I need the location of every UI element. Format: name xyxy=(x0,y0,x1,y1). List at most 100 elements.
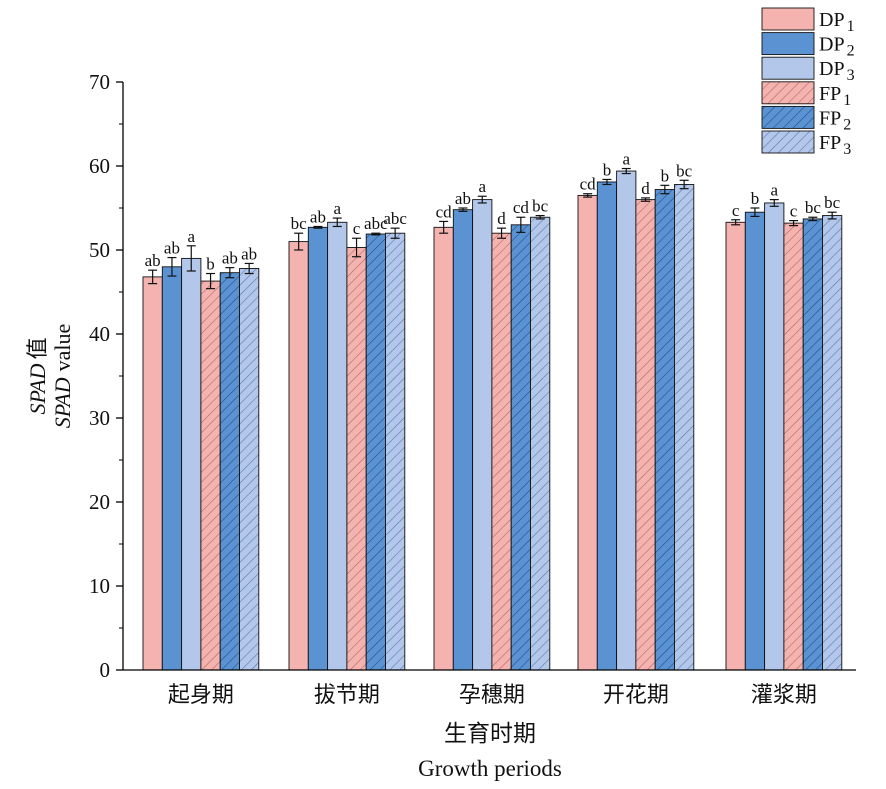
significance-label: bc xyxy=(291,214,308,233)
significance-label: bc xyxy=(532,197,549,216)
significance-label: a xyxy=(478,177,486,196)
significance-label: cd xyxy=(580,175,597,194)
error-bar xyxy=(535,214,545,220)
x-tick-label: 灌浆期 xyxy=(751,682,817,707)
significance-label: d xyxy=(641,179,650,198)
legend-swatch xyxy=(761,32,815,56)
legend-label: DP 3 xyxy=(819,58,855,84)
significance-label: ab xyxy=(164,239,180,258)
bar-dp2-4 xyxy=(596,181,618,671)
y-tick-label: 70 xyxy=(89,70,110,94)
bar-fp2-5 xyxy=(802,218,823,671)
bar-dp1-2 xyxy=(288,241,309,671)
error-bar xyxy=(477,195,487,204)
significance-label: bc xyxy=(805,198,822,217)
legend-item: FP 2 xyxy=(761,105,851,133)
y-axis-title-cn: SPAD值 xyxy=(25,338,50,415)
error-bar xyxy=(244,262,254,275)
legend-swatch xyxy=(761,130,815,154)
bar-fp1-2 xyxy=(346,247,367,671)
significance-label: b xyxy=(603,160,612,179)
significance-label: ab xyxy=(222,249,238,268)
bars-layer xyxy=(142,170,843,671)
error-bar xyxy=(621,167,631,175)
significance-label: ab xyxy=(310,207,326,226)
bar-dp1-3 xyxy=(433,226,454,671)
y-ticks: 0 10 20 30 40 50 60 70 xyxy=(89,70,123,682)
error-bar xyxy=(602,178,612,186)
legend-swatch xyxy=(761,105,815,129)
significance-label: d xyxy=(497,209,506,228)
bar-fp3-3 xyxy=(530,216,551,671)
error-bars-layer xyxy=(148,167,837,290)
error-bar xyxy=(371,232,381,236)
legend-label: FP 1 xyxy=(819,83,851,109)
legend-label: FP 2 xyxy=(819,107,851,133)
significance-label: bc xyxy=(676,161,693,180)
y-tick-label: 0 xyxy=(100,658,111,682)
y-tick-label: 30 xyxy=(89,406,110,430)
bar-dp3-1 xyxy=(181,257,202,671)
bar-fp1-4 xyxy=(635,199,656,671)
legend-item: FP 3 xyxy=(761,130,851,158)
significance-label: c xyxy=(732,201,740,220)
bar-dp3-3 xyxy=(472,199,493,671)
legend-swatch xyxy=(761,7,815,31)
significance-label: a xyxy=(333,199,341,218)
y-tick-label: 20 xyxy=(89,490,110,514)
y-tick-label: 50 xyxy=(89,238,110,262)
bar-fp2-3 xyxy=(510,224,531,671)
error-bar xyxy=(497,227,507,239)
legend-swatch xyxy=(761,56,815,80)
legend-item: DP 3 xyxy=(761,56,855,84)
error-bar xyxy=(225,267,235,279)
significance-label: cd xyxy=(513,198,530,217)
significance-label: ab xyxy=(241,244,257,263)
legend-label: DP 1 xyxy=(819,9,855,35)
error-bar xyxy=(294,232,304,251)
bar-fp1-3 xyxy=(491,232,512,671)
significance-label: abc xyxy=(383,209,407,228)
legend-item: DP 2 xyxy=(761,32,855,60)
error-bar xyxy=(332,217,342,228)
significance-label: a xyxy=(622,150,630,169)
bar-fp1-5 xyxy=(783,222,804,671)
significance-label: a xyxy=(187,227,195,246)
significance-label: ab xyxy=(455,189,471,208)
legend-label: FP 3 xyxy=(819,132,851,158)
bar-fp1-1 xyxy=(200,280,221,671)
error-bar xyxy=(167,256,177,277)
bar-fp3-2 xyxy=(385,232,406,671)
error-bar xyxy=(458,207,468,212)
significance-label: b xyxy=(751,189,760,208)
error-bar xyxy=(583,193,593,198)
significance-label: c xyxy=(790,202,798,221)
x-tick-label: 拔节期 xyxy=(314,682,380,707)
y-axis-title-en: SPADvalue xyxy=(50,324,75,429)
error-bar xyxy=(206,272,216,290)
legend-swatch xyxy=(761,81,815,105)
error-bar xyxy=(769,199,779,207)
error-bar xyxy=(148,269,158,285)
bar-dp2-5 xyxy=(744,211,766,671)
bar-dp1-4 xyxy=(577,194,598,671)
error-bar xyxy=(352,237,362,258)
y-tick-label: 40 xyxy=(89,322,110,346)
error-bar xyxy=(516,216,526,233)
legend-label: DP 2 xyxy=(819,34,855,60)
error-bar xyxy=(641,197,651,202)
significance-label: a xyxy=(770,181,778,200)
significance-label: ab xyxy=(145,251,161,270)
error-bar xyxy=(313,225,323,229)
bar-fp2-4 xyxy=(654,189,675,671)
error-bar xyxy=(679,179,689,190)
legend-item: FP 1 xyxy=(761,81,851,109)
legend-item: DP 1 xyxy=(761,7,855,35)
error-bar xyxy=(750,207,760,217)
y-tick-label: 60 xyxy=(89,154,110,178)
bar-dp1-5 xyxy=(725,221,746,671)
error-bar xyxy=(390,227,400,239)
bar-dp1-1 xyxy=(142,276,163,671)
bar-dp3-2 xyxy=(327,221,348,671)
